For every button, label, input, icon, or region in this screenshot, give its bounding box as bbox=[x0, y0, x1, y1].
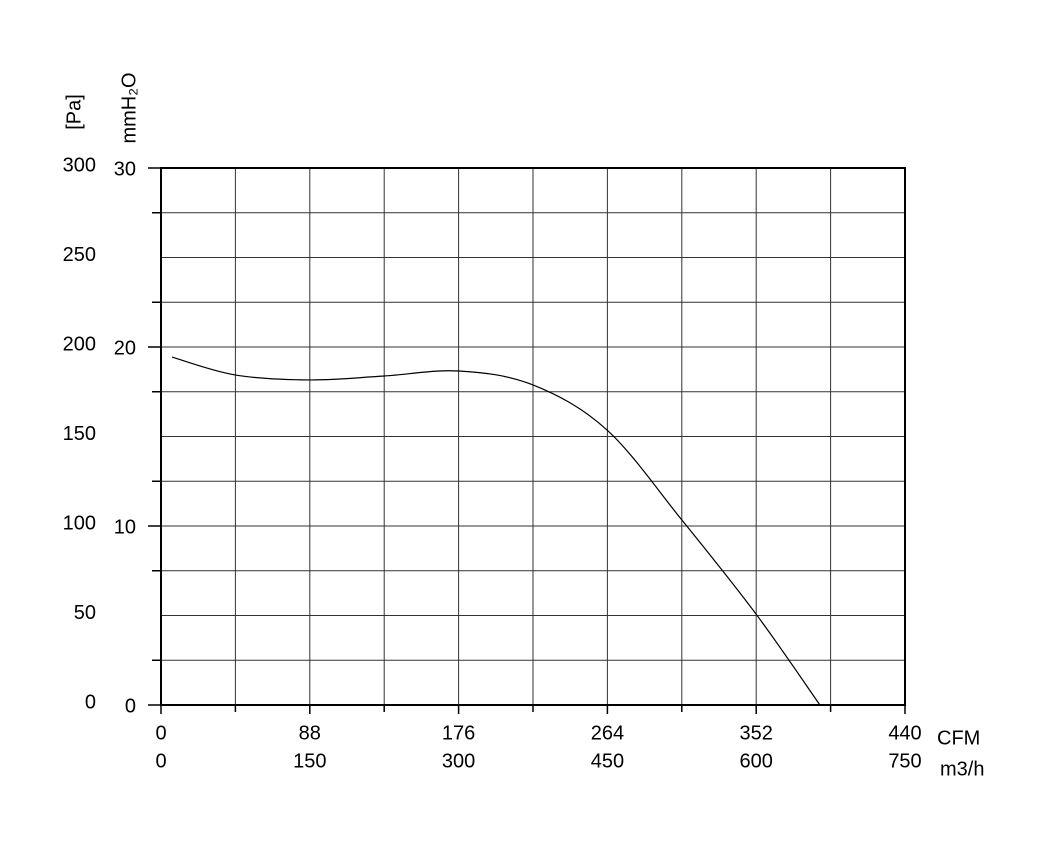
x2-tick-label: 0 bbox=[155, 750, 166, 772]
y-tick-label: 0 bbox=[85, 691, 96, 713]
x-tick-label: 264 bbox=[591, 722, 624, 744]
y-axis-label: [Pa] bbox=[63, 94, 85, 130]
x2-tick-label: 600 bbox=[740, 750, 773, 772]
x2-tick-label: 300 bbox=[442, 750, 475, 772]
y-tick-label: 100 bbox=[63, 512, 96, 534]
x-tick-label: 176 bbox=[442, 722, 475, 744]
y2-tick-label: 30 bbox=[114, 158, 136, 180]
x2-tick-label: 150 bbox=[293, 750, 326, 772]
x-tick-label: 0 bbox=[155, 722, 166, 744]
y-tick-label: 300 bbox=[63, 154, 96, 176]
x-tick-label: 352 bbox=[740, 722, 773, 744]
y2-tick-label: 20 bbox=[114, 337, 136, 359]
x2-axis-label: m3/h bbox=[940, 758, 984, 780]
curve bbox=[171, 356, 821, 706]
y2-axis-label: mmH₂O bbox=[118, 72, 140, 143]
y-tick-label: 250 bbox=[63, 244, 96, 266]
x-tick-label: 440 bbox=[888, 722, 921, 744]
y-tick-label: 50 bbox=[74, 602, 96, 624]
x2-tick-label: 450 bbox=[591, 750, 624, 772]
y2-tick-label: 10 bbox=[114, 516, 136, 538]
x-axis-label: CFM bbox=[937, 727, 980, 749]
y2-tick-label: 0 bbox=[125, 695, 136, 717]
x2-tick-label: 750 bbox=[888, 750, 921, 772]
y-tick-label: 150 bbox=[63, 423, 96, 445]
y-tick-label: 200 bbox=[63, 333, 96, 355]
x-tick-label: 88 bbox=[299, 722, 321, 744]
